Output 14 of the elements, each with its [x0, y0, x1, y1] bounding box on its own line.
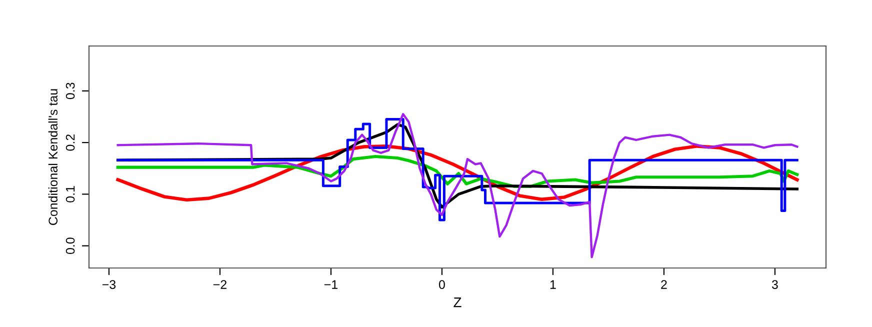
- line-series: [116, 113, 798, 258]
- y-tick-label: 0.2: [66, 134, 75, 151]
- y-tick-label: 0.3: [66, 82, 75, 100]
- y-tick-label: 0.1: [66, 186, 75, 202]
- x-tick-label: 3: [772, 280, 778, 289]
- x-tick-label: −3: [102, 280, 116, 289]
- x-tick-label: 0: [438, 280, 445, 289]
- x-tick-label: 1: [550, 280, 556, 289]
- x-tick-label: 2: [661, 280, 667, 289]
- y-tick-label: 0.0: [66, 238, 75, 254]
- y-axis-title: Conditional Kendall's tau: [48, 89, 58, 225]
- x-axis-title: Z: [454, 298, 462, 308]
- x-tick-label: −1: [324, 280, 338, 289]
- x-tick-label: −2: [213, 280, 226, 289]
